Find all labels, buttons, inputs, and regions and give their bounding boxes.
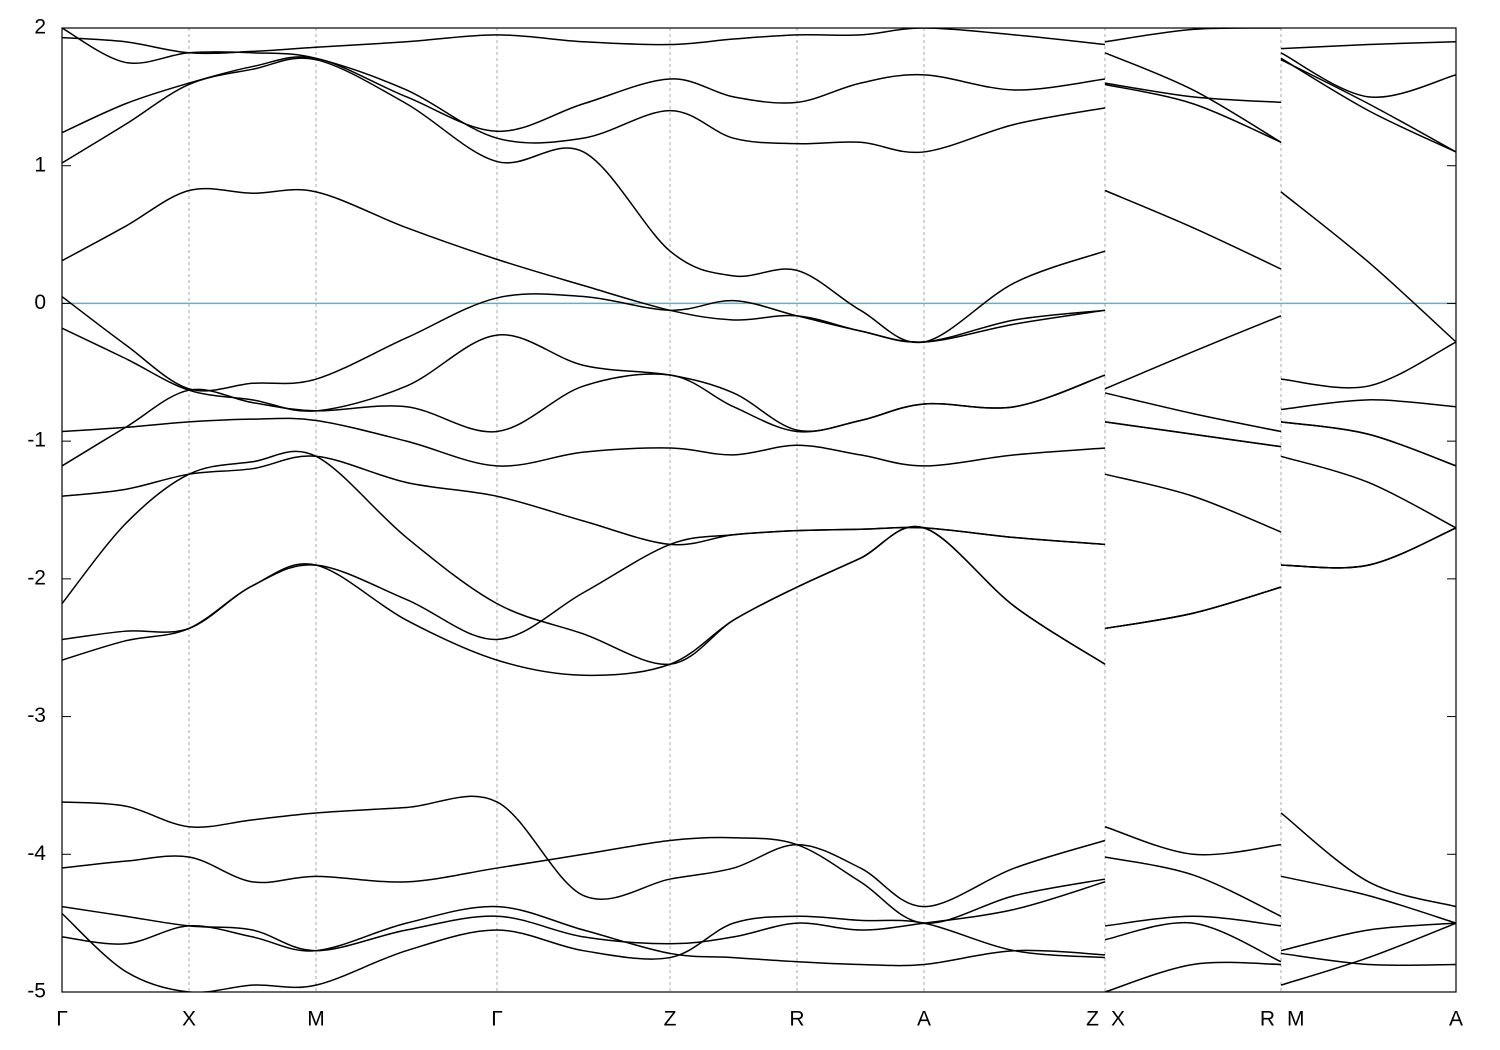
band <box>1280 455 1456 529</box>
band <box>1104 915 1282 927</box>
band <box>1104 586 1282 630</box>
band <box>62 836 1106 924</box>
y-tick-label: -4 <box>27 842 46 865</box>
band <box>62 417 1106 467</box>
y-tick-label: -3 <box>27 704 46 727</box>
band <box>62 28 1106 55</box>
band <box>62 525 1106 677</box>
grid <box>62 28 1456 992</box>
band <box>1280 57 1456 153</box>
band <box>1280 341 1456 389</box>
band <box>1280 527 1456 569</box>
band <box>1104 586 1282 630</box>
band <box>62 905 1106 967</box>
band <box>62 187 1106 343</box>
band <box>1104 392 1282 433</box>
x-tick-label: Γ <box>491 1008 503 1031</box>
band <box>62 450 1106 665</box>
band <box>62 327 1106 433</box>
band <box>1280 952 1456 967</box>
band <box>1104 28 1282 43</box>
band <box>62 57 1106 344</box>
band <box>62 28 1106 154</box>
y-tick-label: -5 <box>27 980 46 1003</box>
x-tick-label: X <box>1111 1008 1125 1031</box>
x-tick-label: M <box>307 1008 325 1031</box>
band <box>1280 527 1456 569</box>
band <box>1280 527 1456 569</box>
x-tick-label: A <box>917 1008 931 1031</box>
x-tick-label: R <box>789 1008 804 1031</box>
band <box>1280 421 1456 467</box>
band <box>1104 82 1282 104</box>
x-tick-label: M <box>1287 1008 1305 1031</box>
band <box>1104 586 1282 630</box>
band <box>62 912 1106 992</box>
y-tick-label: 2 <box>34 16 46 39</box>
bands <box>62 28 1456 992</box>
x-tick-label: Z <box>1086 1008 1099 1031</box>
band <box>62 795 1106 908</box>
band <box>1280 52 1456 98</box>
band <box>1280 191 1456 343</box>
band <box>1280 59 1456 153</box>
band <box>1280 922 1456 986</box>
y-tick-label: 1 <box>34 153 46 176</box>
band <box>1104 52 1282 143</box>
band <box>1280 399 1456 411</box>
x-tick-label: Z <box>664 1008 677 1031</box>
y-tick-label: -2 <box>27 566 46 589</box>
y-tick-label: 0 <box>34 291 46 314</box>
band <box>1104 921 1282 963</box>
band <box>62 455 1106 546</box>
band <box>1104 315 1282 390</box>
band <box>1280 875 1456 924</box>
band <box>1104 856 1282 917</box>
band <box>1280 812 1456 908</box>
band <box>62 293 1106 392</box>
band <box>1104 189 1282 270</box>
band <box>1104 826 1282 856</box>
x-tick-label: A <box>1449 1008 1463 1031</box>
band <box>62 56 1106 134</box>
band <box>1104 83 1282 143</box>
y-tick-label: -1 <box>27 429 46 452</box>
band <box>62 373 1106 467</box>
band <box>1104 473 1282 533</box>
x-tick-label: Γ <box>56 1008 68 1031</box>
band <box>1104 961 1282 992</box>
band <box>1280 41 1456 50</box>
x-tick-label: X <box>182 1008 196 1031</box>
x-tick-label: R <box>1260 1008 1275 1031</box>
plot-frame <box>61 27 1457 993</box>
band <box>1104 421 1282 448</box>
band <box>1280 922 1456 952</box>
band <box>1280 421 1456 467</box>
band <box>62 881 1106 952</box>
